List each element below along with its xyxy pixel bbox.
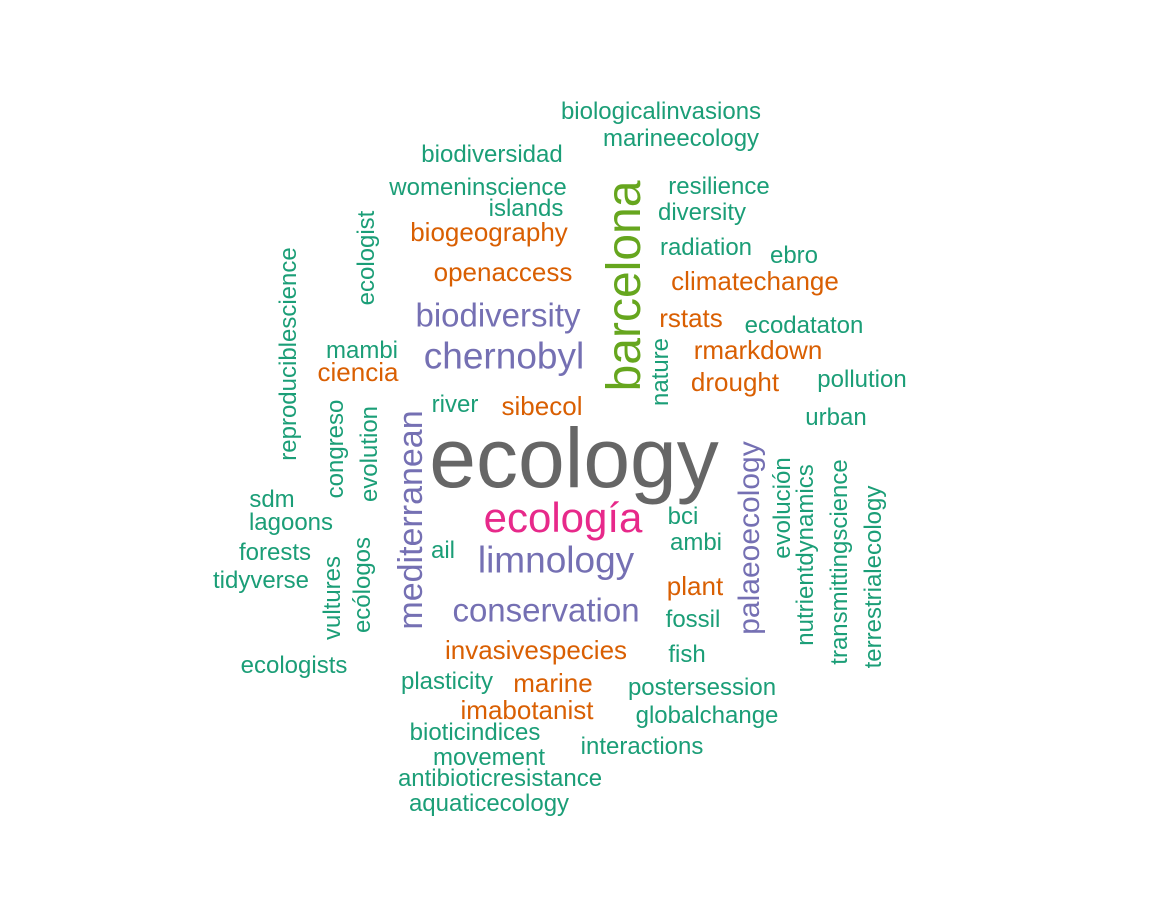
- word-12: rstats: [659, 303, 723, 333]
- word-15: sibecol: [501, 391, 583, 421]
- word-6: conservation: [452, 591, 640, 629]
- word-21: biologicalinvasions: [560, 98, 762, 125]
- word-3: mediterranean: [392, 410, 430, 630]
- word-23: biodiversidad: [421, 141, 563, 168]
- word-25: womeninscience: [389, 174, 567, 201]
- word-52: ecólogos: [349, 536, 376, 634]
- word-49: ail: [430, 537, 456, 564]
- word-59: bioticindices: [409, 719, 541, 746]
- word-50: tidyverse: [212, 567, 310, 594]
- word-63: aquaticecology: [408, 790, 570, 817]
- word-37: urban: [805, 404, 867, 431]
- word-58: globalchange: [635, 702, 779, 729]
- word-32: ecodataton: [744, 312, 864, 339]
- word-39: evolution: [356, 405, 383, 503]
- word-61: interactions: [580, 733, 704, 760]
- word-27: diversity: [657, 199, 747, 226]
- word-55: ecologists: [240, 652, 348, 679]
- word-16: ciencia: [317, 357, 399, 387]
- word-46: terrestrialecology: [860, 485, 887, 669]
- word-30: ecologist: [353, 210, 380, 306]
- word-13: rmarkdown: [693, 335, 823, 365]
- word-45: transmittingscience: [826, 459, 853, 665]
- word-51: vultures: [319, 555, 346, 641]
- word-1: barcelona: [598, 180, 651, 392]
- word-34: nature: [647, 337, 674, 407]
- word-5: limnology: [477, 539, 635, 581]
- word-36: river: [431, 391, 479, 418]
- word-44: nutrientdynamics: [792, 464, 819, 646]
- word-2: ecología: [483, 494, 643, 541]
- word-26: islands: [488, 195, 564, 222]
- word-35: pollution: [817, 366, 907, 393]
- word-14: drought: [690, 367, 780, 397]
- word-31: reproduciblescience: [275, 247, 302, 461]
- word-24: resilience: [668, 173, 770, 200]
- word-28: radiation: [659, 234, 753, 261]
- word-0: ecology: [429, 411, 719, 505]
- word-40: sdm: [249, 486, 295, 513]
- word-47: ambi: [669, 529, 723, 556]
- word-60: movement: [432, 744, 546, 771]
- word-4: chernobyl: [423, 335, 585, 377]
- word-10: openaccess: [433, 257, 573, 287]
- word-41: lagoons: [248, 509, 334, 536]
- word-9: biogeography: [410, 217, 568, 247]
- word-17: invasivespecies: [444, 635, 628, 665]
- word-7: biodiversity: [415, 296, 581, 334]
- word-8: palaeoecology: [733, 441, 766, 635]
- word-33: mambi: [325, 337, 399, 364]
- word-22: marineecology: [602, 125, 760, 152]
- word-54: fish: [668, 641, 706, 668]
- word-19: marine: [513, 668, 593, 698]
- word-38: congreso: [322, 399, 349, 499]
- word-57: postersession: [627, 674, 777, 701]
- word-53: fossil: [665, 606, 721, 633]
- word-29: ebro: [769, 242, 819, 269]
- word-48: forests: [238, 539, 312, 566]
- word-20: imabotanist: [460, 695, 594, 725]
- word-11: climatechange: [671, 266, 839, 296]
- word-62: antibioticresistance: [397, 765, 603, 792]
- word-18: plant: [666, 571, 724, 601]
- word-56: plasticity: [400, 668, 494, 695]
- word-42: bci: [667, 503, 699, 530]
